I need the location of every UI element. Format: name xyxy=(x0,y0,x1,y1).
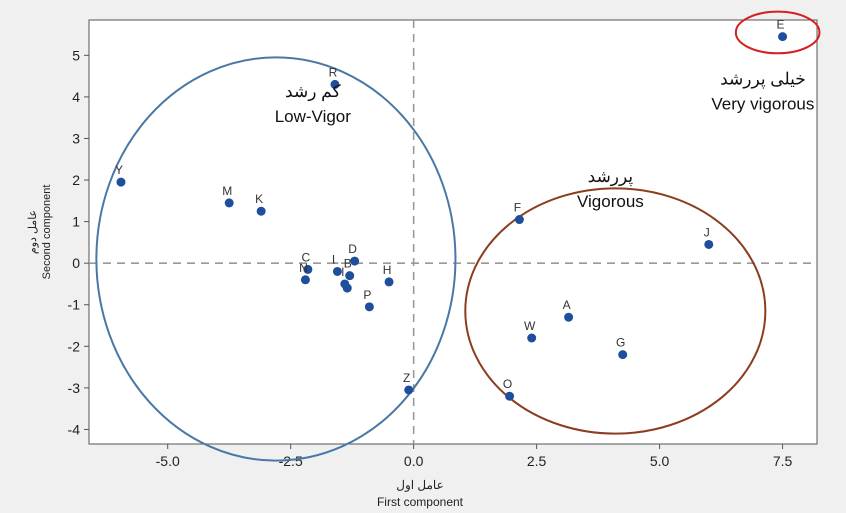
point-label: D xyxy=(348,242,357,256)
y-tick-label: 1 xyxy=(72,214,80,230)
data-point xyxy=(385,277,394,286)
group-label-fa: کم رشد xyxy=(285,82,341,102)
x-tick-label: 0.0 xyxy=(404,453,424,469)
data-point xyxy=(345,271,354,280)
point-label: E xyxy=(777,18,785,32)
data-point xyxy=(564,313,573,322)
data-point xyxy=(618,350,627,359)
y-tick-label: 2 xyxy=(72,172,80,188)
y-axis-title-fa: عامل دوم xyxy=(27,210,39,254)
y-tick-label: 0 xyxy=(72,255,80,271)
point-label: R xyxy=(329,65,338,79)
x-axis: -5.0 -2.5 0.0 2.5 5.0 7.5 xyxy=(156,444,793,469)
data-point xyxy=(365,302,374,311)
point-label: Z xyxy=(403,371,410,385)
point-label: O xyxy=(503,377,512,391)
x-tick-label: -5.0 xyxy=(156,453,180,469)
point-label: A xyxy=(563,298,571,312)
data-point xyxy=(527,334,536,343)
group-label-en: Very vigorous xyxy=(711,94,814,113)
point-label: G xyxy=(616,336,625,350)
point-label: P xyxy=(363,288,371,302)
group-label-en: Vigorous xyxy=(577,192,644,211)
y-tick-label: -3 xyxy=(68,380,81,396)
point-label: K xyxy=(255,192,263,206)
y-tick-label: -2 xyxy=(68,338,81,354)
x-axis-title-fa: عامل اول xyxy=(396,478,444,492)
x-tick-label: 2.5 xyxy=(527,453,547,469)
data-point xyxy=(257,207,266,216)
y-tick-label: -4 xyxy=(68,421,81,437)
x-tick-label: 5.0 xyxy=(650,453,670,469)
y-tick-label: 5 xyxy=(72,47,80,63)
data-point xyxy=(301,275,310,284)
point-label: J xyxy=(704,225,710,239)
y-tick-label: 4 xyxy=(72,89,80,105)
y-tick-label: -1 xyxy=(68,297,81,313)
y-tick-label: 3 xyxy=(72,130,80,146)
data-point xyxy=(404,385,413,394)
point-label: Y xyxy=(115,163,123,177)
data-point xyxy=(343,284,352,293)
group-label-fa: پررشد xyxy=(588,167,634,187)
point-label: M xyxy=(222,184,232,198)
data-point xyxy=(515,215,524,224)
point-label: I xyxy=(341,265,344,279)
x-tick-label: 7.5 xyxy=(773,453,793,469)
data-point xyxy=(778,32,787,41)
y-axis: -4 -3 -2 -1 0 1 2 3 4 5 xyxy=(68,47,89,437)
x-axis-title: First component xyxy=(377,495,464,509)
point-label: F xyxy=(514,201,521,215)
point-label: N xyxy=(299,261,308,275)
y-axis-title: Second component xyxy=(41,185,53,280)
point-label: L xyxy=(332,252,339,266)
point-label: W xyxy=(524,319,536,333)
data-point xyxy=(704,240,713,249)
data-point xyxy=(505,392,514,401)
group-label-fa: خیلی پررشد xyxy=(720,69,806,89)
data-point xyxy=(225,198,234,207)
point-label: H xyxy=(383,263,392,277)
group-label-en: Low-Vigor xyxy=(275,107,352,126)
data-point xyxy=(116,178,125,187)
point-label: B xyxy=(344,257,352,271)
